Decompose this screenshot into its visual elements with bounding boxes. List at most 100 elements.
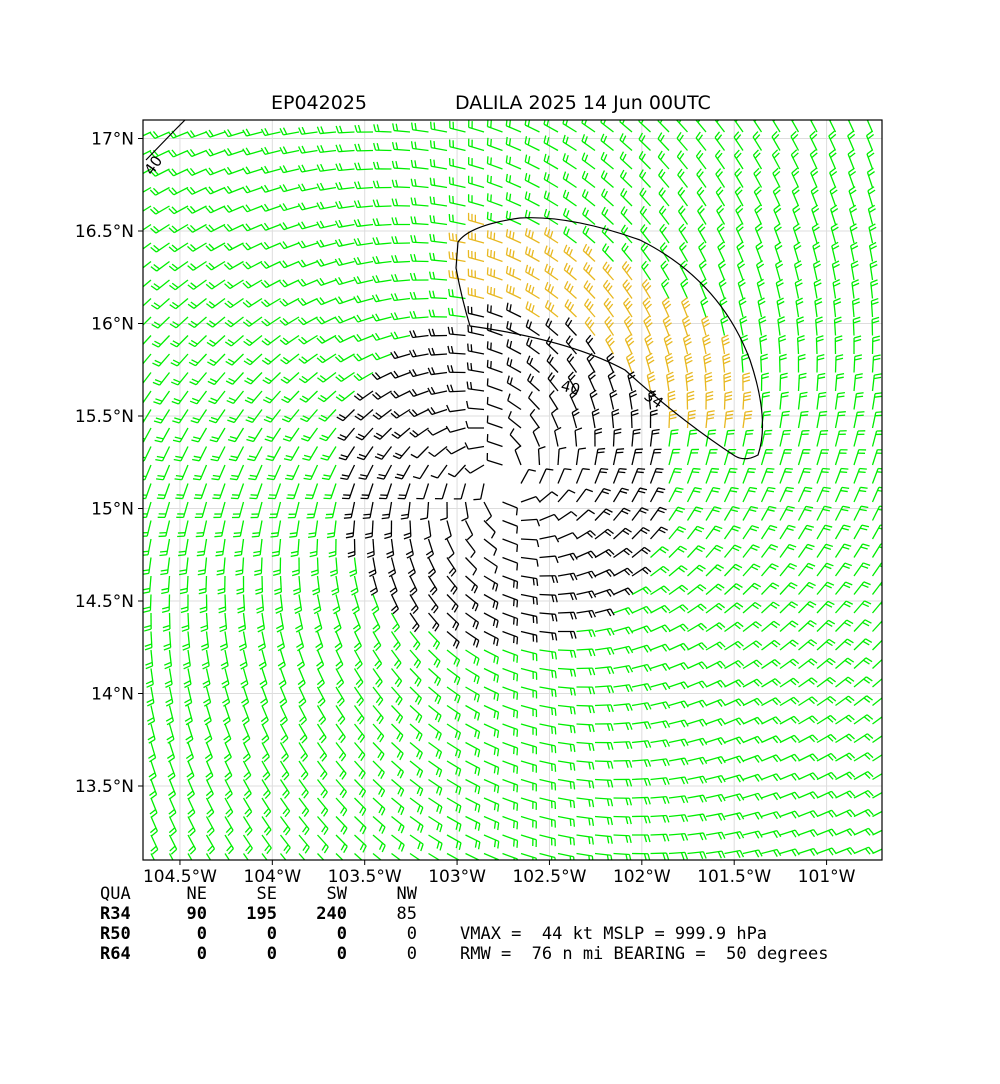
- wind-barb: [354, 354, 373, 361]
- value-se: 195: [232, 904, 277, 924]
- wind-barb: [261, 242, 280, 249]
- wind-barb: [854, 450, 866, 465]
- header-sw: SW: [302, 884, 347, 904]
- header-nw: NW: [372, 884, 417, 904]
- wind-barb: [595, 648, 614, 655]
- wind-barb: [411, 160, 428, 169]
- wind-barb: [317, 145, 336, 152]
- wind-barb: [445, 521, 451, 540]
- wind-barb: [688, 700, 707, 707]
- wind-barb: [203, 669, 210, 688]
- wind-barb: [743, 392, 751, 410]
- wind-barb: [169, 131, 188, 138]
- wind-barb: [558, 533, 577, 539]
- wind-barb: [854, 677, 872, 687]
- wind-barb: [159, 521, 170, 537]
- wind-barb: [430, 272, 447, 280]
- wind-barb: [620, 133, 632, 150]
- wind-barb: [261, 687, 268, 706]
- wind-barb: [836, 715, 855, 724]
- wind-barb: [314, 595, 321, 614]
- wind-barb: [224, 243, 243, 250]
- wind-barb: [669, 815, 688, 822]
- wind-barb: [162, 595, 169, 613]
- wind-barb: [317, 669, 324, 688]
- wind-barb: [780, 564, 797, 576]
- wind-barb: [685, 354, 693, 373]
- wind-barb: [280, 261, 299, 268]
- wind-barb: [873, 563, 889, 576]
- wind-barb: [319, 410, 336, 422]
- wind-barb: [281, 761, 289, 780]
- wind-barb: [466, 521, 473, 540]
- wind-barb: [795, 261, 802, 280]
- header-ne: NE: [162, 884, 207, 904]
- wind-barb: [780, 659, 799, 668]
- wind-barb: [506, 155, 521, 169]
- wind-barb: [632, 760, 651, 767]
- wind-barb: [540, 632, 557, 641]
- wind-barb: [829, 150, 836, 169]
- wind-barb: [224, 262, 243, 270]
- wind-barb: [507, 376, 521, 391]
- wind-barb: [669, 739, 688, 746]
- wind-barb: [430, 178, 447, 188]
- wind-barb: [799, 621, 817, 632]
- wind-barb: [338, 428, 355, 440]
- wind-barb: [854, 336, 861, 354]
- wind-barb: [133, 280, 151, 290]
- wind-barb: [484, 558, 497, 574]
- wind-barb: [595, 529, 614, 539]
- wind-barb: [632, 547, 650, 557]
- wind-barb: [779, 336, 786, 354]
- wind-barb: [413, 465, 428, 479]
- wind-barb: [335, 239, 354, 246]
- wind-barb: [585, 299, 595, 317]
- wind-barb: [738, 261, 745, 280]
- wind-barb: [410, 350, 429, 357]
- wind-barb: [586, 335, 595, 354]
- wind-barb: [736, 224, 743, 243]
- wind-barb: [688, 565, 706, 576]
- wind-barb: [281, 835, 291, 854]
- wind-barb: [632, 779, 650, 786]
- wind-barb: [521, 706, 536, 718]
- wind-barb: [756, 242, 763, 261]
- wind-barb: [688, 681, 707, 688]
- wind-barb: [850, 224, 857, 243]
- wind-barb: [780, 640, 798, 650]
- wind-barb: [757, 279, 764, 298]
- wind-barb: [355, 706, 365, 725]
- wind-barb: [725, 584, 743, 595]
- table-row-r64: R64 0 0 0 0: [100, 944, 141, 1084]
- wind-barb: [487, 415, 502, 428]
- wind-barb: [281, 743, 289, 762]
- wind-barb: [743, 660, 762, 668]
- wind-barb: [447, 669, 460, 685]
- wind-barb: [446, 426, 465, 432]
- wind-barb: [342, 484, 354, 499]
- wind-barb: [873, 450, 885, 465]
- wind-barb: [430, 234, 447, 243]
- wind-barb: [791, 150, 798, 169]
- wind-barb: [132, 132, 151, 139]
- wind-barb: [717, 224, 724, 243]
- wind-barb: [794, 242, 801, 261]
- wind-barb: [321, 447, 336, 461]
- wind-barb: [679, 224, 688, 243]
- wind-barb: [238, 613, 245, 632]
- wind-barb: [244, 817, 253, 836]
- wind-barb: [632, 835, 650, 842]
- wind-barb: [466, 687, 480, 702]
- wind-barb: [602, 189, 614, 206]
- wind-barb: [462, 502, 469, 521]
- wind-barb: [429, 743, 442, 759]
- wind-barb: [620, 152, 632, 169]
- wind-barb: [247, 447, 262, 461]
- wind-barb: [525, 155, 539, 169]
- wind-barb: [688, 585, 706, 595]
- wind-barb: [335, 335, 354, 342]
- wind-barb: [373, 181, 391, 188]
- wind-barb: [601, 134, 614, 151]
- wind-barb: [651, 702, 670, 709]
